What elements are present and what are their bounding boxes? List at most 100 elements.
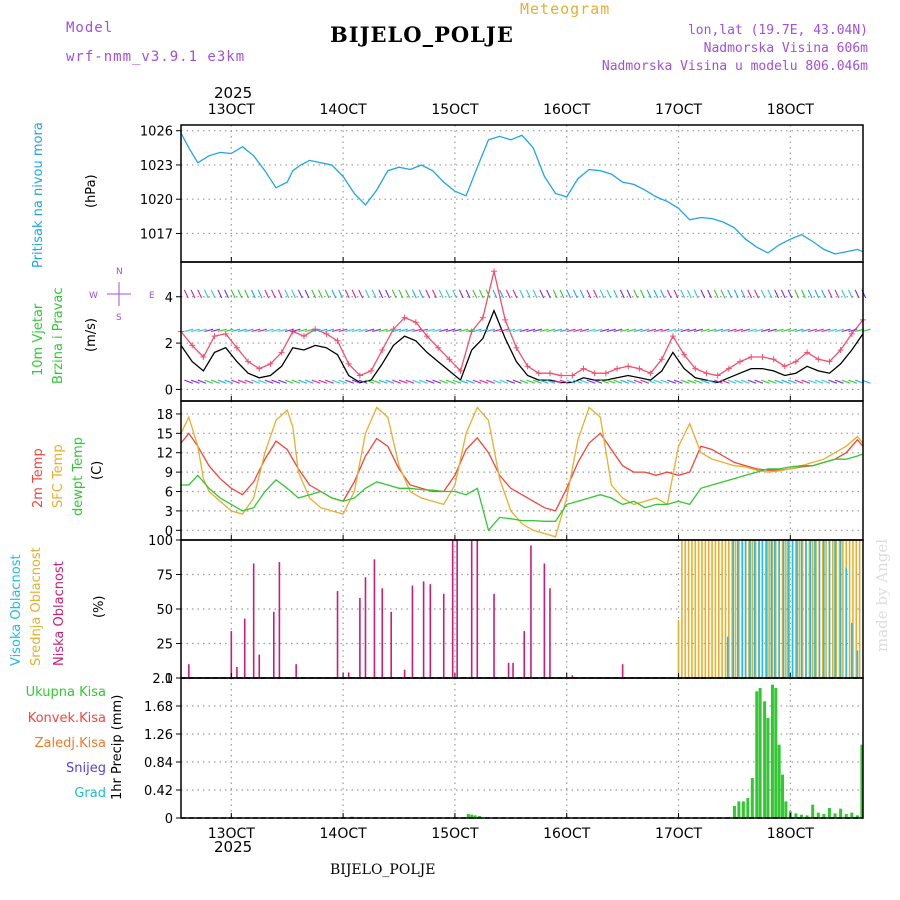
gust-marker	[703, 370, 710, 377]
bar-cloud_mid	[677, 620, 680, 678]
wind-arrow	[378, 328, 388, 333]
wind-arrow	[519, 328, 529, 333]
gust-marker	[435, 344, 442, 351]
gust-marker	[189, 342, 196, 349]
bar-cloud_high	[818, 540, 821, 678]
wind-arrow	[606, 328, 616, 333]
wind-arrow	[680, 328, 690, 333]
wind-arrow	[686, 289, 692, 299]
wind-arrow	[351, 379, 361, 384]
bar-precip_total	[777, 744, 781, 818]
wind-arrow	[412, 328, 422, 333]
wind-arrow	[532, 289, 538, 299]
wind-arrow	[559, 379, 569, 384]
wind-arrow	[331, 289, 337, 299]
wind-arrow	[264, 289, 270, 299]
wind-arrow	[452, 328, 462, 333]
wind-arrow	[244, 289, 250, 299]
wind-arrow	[459, 328, 469, 333]
wind-arrow	[190, 289, 196, 299]
gust-marker	[658, 356, 665, 363]
wind-arrow	[432, 379, 442, 384]
bar-cloud_low	[230, 631, 233, 678]
gust-marker	[267, 360, 274, 367]
wind-arrow	[687, 328, 697, 333]
wind-arrow	[579, 379, 589, 384]
bar-cloud_high	[823, 540, 825, 678]
wind-arrow	[465, 289, 471, 299]
bar-precip_total	[839, 808, 843, 818]
gust-marker	[848, 330, 855, 337]
bar-cloud_mid	[774, 540, 777, 678]
wind-arrow	[680, 289, 686, 299]
bar-cloud_low	[403, 669, 406, 678]
bar-cloud_low	[390, 611, 392, 678]
y-tick-label: 75	[156, 569, 173, 584]
wind-arrow	[364, 289, 370, 299]
y-tick-label: 0	[165, 383, 173, 398]
x-tick-label-top: 16OCT	[543, 102, 591, 118]
wind-arrow	[754, 379, 764, 384]
gust-marker	[345, 360, 352, 367]
wind-compass: W E N S	[89, 267, 155, 323]
bar-cloud_mid	[842, 540, 844, 678]
wind-arrow	[445, 289, 451, 299]
wind-arrow	[553, 379, 562, 384]
wind-arrow	[761, 379, 770, 384]
gust-marker	[558, 372, 565, 379]
wind-arrow	[284, 328, 294, 333]
wind-arrow	[418, 379, 428, 384]
bar-cloud_low	[252, 563, 255, 678]
wind-arrow	[418, 289, 424, 299]
wind-arrow	[197, 379, 207, 384]
wind-arrow	[311, 289, 317, 299]
wind-arrow	[593, 289, 598, 299]
bar-cloud_mid	[687, 540, 690, 678]
wind-arrow	[190, 328, 200, 333]
x-tick-label-top: 18OCT	[767, 102, 815, 118]
wind-arrow	[512, 289, 518, 299]
legend-total-rain: Ukupna Kisa	[25, 685, 106, 700]
wind-arrow	[492, 379, 502, 384]
wind-arrow	[526, 379, 536, 384]
wind-arrow	[734, 328, 744, 333]
wind-arrow	[854, 379, 864, 384]
product-title: Meteogram	[520, 0, 611, 18]
legend-convective-rain: Konvek.Kisa	[27, 711, 106, 726]
wind-arrow	[808, 328, 818, 333]
bar-cloud_mid	[788, 540, 791, 678]
bar-cloud_low	[507, 662, 510, 678]
y-tick-label: 3	[165, 505, 173, 520]
bar-cloud_mid	[684, 540, 687, 678]
bar-cloud_mid	[717, 540, 720, 678]
bar-cloud_mid	[691, 540, 693, 678]
wind-arrow	[405, 328, 415, 333]
wind-arrow	[432, 289, 437, 299]
wind-arrow	[251, 328, 261, 333]
gust-marker	[826, 358, 833, 365]
wind-arrow	[566, 379, 576, 384]
bar-cloud_high	[796, 540, 798, 678]
gust-marker	[625, 363, 632, 370]
wind-arrow	[230, 289, 236, 299]
bar-cloud_mid	[734, 540, 737, 678]
wind-arrow	[700, 328, 710, 333]
bar-cloud_mid	[798, 540, 801, 678]
gust-marker	[233, 344, 240, 351]
gust-marker	[524, 363, 531, 370]
bar-cloud_mid	[838, 540, 841, 678]
bar-cloud_high	[805, 540, 807, 678]
bar-precip_total	[770, 684, 774, 818]
wind-arrow	[593, 328, 603, 333]
wind-arrow	[579, 289, 585, 299]
wind-arrow	[707, 328, 717, 333]
wind-arrow	[371, 379, 381, 384]
bar-cloud_mid	[795, 540, 797, 678]
wind-arrow	[512, 328, 522, 333]
wind-arrow	[338, 289, 343, 299]
wind-arrow	[801, 379, 811, 384]
series-line-dewpt-temp	[181, 453, 864, 532]
wind-arrow	[727, 328, 737, 333]
wind-arrow	[378, 289, 384, 299]
bar-cloud_mid	[694, 540, 697, 678]
